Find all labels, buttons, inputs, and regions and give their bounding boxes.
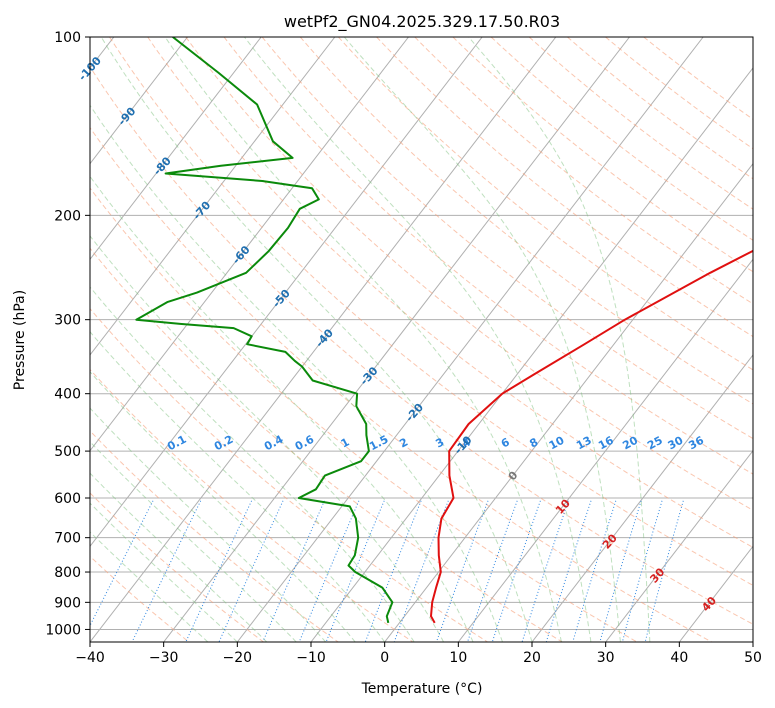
mixing-ratio-line (599, 500, 642, 642)
moist-adiabat (90, 371, 356, 642)
dry-adiabat (490, 37, 753, 241)
y-axis-label: Pressure (hPa) (12, 290, 28, 390)
chart-title: wetPf2_GN04.2025.329.17.50.R03 (284, 12, 560, 32)
isotherm (605, 449, 753, 642)
temperature-line (430, 249, 753, 624)
y-tick-label: 200 (54, 208, 81, 224)
dry-adiabat (147, 37, 753, 548)
mixing-ratio-label: 13 (574, 434, 594, 453)
moist-adiabat (90, 330, 386, 642)
x-tick-label: 20 (523, 650, 541, 666)
axes: −40 −30 −20 −10 0 10 20 30 40 50 100 200 300 400 500 60… (45, 30, 762, 666)
mixing-ratio-line (131, 500, 202, 642)
isotherm (384, 162, 753, 642)
plot-background (90, 37, 753, 642)
y-tick-label: 300 (54, 313, 81, 329)
isotherm (90, 37, 262, 261)
moist-adiabat (343, 37, 621, 642)
mixing-ratio-line (298, 500, 360, 642)
dry-adiabat (567, 37, 753, 180)
series-layer (135, 37, 753, 624)
x-tick-label: 50 (744, 650, 762, 666)
y-tick-label: 800 (54, 565, 81, 581)
dry-adiabat (109, 37, 753, 586)
mixing-ratio-line (644, 500, 684, 642)
plot-frame (89, 36, 754, 643)
y-tick-label: 900 (54, 595, 81, 611)
mixing-ratio-label: 16 (596, 434, 616, 453)
moist-adiabat (468, 37, 651, 642)
dry-adiabat (223, 37, 753, 475)
mixing-ratio-line (262, 500, 325, 642)
mixing-ratio-label: 10 (547, 434, 567, 453)
x-tick-label: 30 (597, 650, 615, 666)
dry-adiabat (90, 65, 753, 625)
x-tick-label: −10 (296, 650, 326, 666)
isotherm (90, 37, 557, 642)
x-tick-label: 10 (449, 650, 467, 666)
y-tick-label: 700 (54, 531, 81, 547)
moist-adiabat (90, 104, 503, 642)
dry-adiabat (376, 37, 753, 338)
moist-adiabat (90, 175, 474, 642)
dry-adiabat (452, 37, 753, 273)
moist-adiabat (90, 472, 268, 642)
x-tick-label: −40 (75, 650, 105, 666)
isotherm (90, 37, 409, 452)
moist-adiabat (244, 37, 592, 642)
mixing-ratio-line (218, 500, 284, 642)
isotherm (531, 354, 753, 642)
isotherm (90, 37, 336, 356)
mixing-ratio-line (521, 500, 569, 642)
mixing-ratio-line (467, 500, 518, 642)
dry-adiabat (90, 126, 712, 642)
dewpoint-line (135, 37, 394, 624)
y-tick-label: 400 (54, 387, 81, 403)
y-tick-label: 100 (54, 30, 81, 46)
x-axis-label: Temperature (°C) (361, 681, 483, 697)
dry-adiabat (338, 37, 753, 371)
moist-adiabat (90, 286, 415, 642)
moist-adiabat (90, 407, 327, 642)
mixing-ratio-line (435, 500, 489, 642)
dry-adiabat (90, 247, 563, 642)
dry-adiabat (185, 37, 753, 511)
moist-adiabat (164, 37, 562, 642)
mixing-ratio-line (621, 500, 663, 642)
mixing-ratio-line (185, 500, 253, 642)
mixing-ratio-line (90, 500, 154, 627)
moist-adiabat (100, 37, 533, 642)
x-tick-label: −30 (149, 650, 179, 666)
dry-adiabat (414, 37, 753, 305)
isotherm (90, 37, 188, 165)
mixing-ratio-line (572, 500, 617, 642)
mixing-ratio-label: 20 (620, 434, 640, 453)
y-tick-label: 600 (54, 491, 81, 507)
dry-adiabat (90, 307, 488, 642)
background-lines (90, 37, 753, 642)
moist-adiabat (90, 235, 445, 642)
isotherm (163, 37, 630, 642)
mixing-ratio-label: 25 (645, 434, 665, 453)
mixing-ratio-line (545, 500, 592, 642)
y-tick-label: 1000 (45, 622, 81, 638)
dry-adiabat (299, 37, 753, 405)
y-tick-label: 500 (54, 444, 81, 460)
isotherm (752, 641, 753, 642)
x-tick-label: 40 (670, 650, 688, 666)
x-tick-label: 0 (380, 650, 389, 666)
x-tick-label: −20 (223, 650, 253, 666)
mixing-ratio-label: 30 (666, 434, 686, 453)
isotherm (236, 37, 704, 642)
mixing-ratio-label: 36 (686, 434, 706, 453)
moist-adiabat (90, 440, 297, 642)
